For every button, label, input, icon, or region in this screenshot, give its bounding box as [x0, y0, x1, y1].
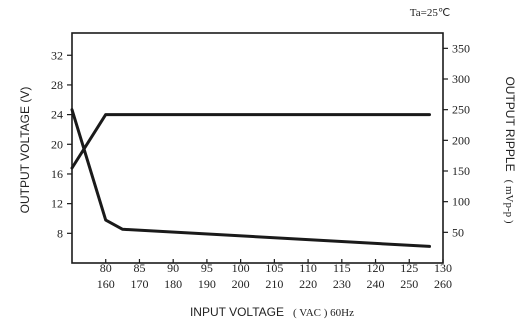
x-tick-label-60hz: 85 [133, 261, 145, 275]
left-axis-title: OUTPUT VOLTAGE (V) [18, 87, 32, 214]
right-tick-label: 350 [452, 41, 470, 55]
right-tick-label: 50 [452, 225, 464, 239]
right-tick-label: 100 [452, 195, 470, 209]
right-axis-title-unit: ( mVp-p ) [503, 180, 515, 224]
plot-frame [71, 32, 444, 264]
x-tick-label-alt: 160 [97, 277, 115, 291]
left-tick-label: 20 [51, 137, 63, 151]
left-tick-label: 12 [51, 197, 63, 211]
x-tick-label-alt: 210 [265, 277, 283, 291]
left-tick-label: 28 [51, 78, 63, 92]
x-tick-label-60hz: 105 [265, 261, 283, 275]
x-tick-label-60hz: 100 [232, 261, 250, 275]
left-tick-label: 8 [57, 226, 63, 240]
right-tick-label: 150 [452, 164, 470, 178]
x-tick-label-alt: 250 [400, 277, 418, 291]
x-tick-label-alt: 200 [232, 277, 250, 291]
x-tick-label-alt: 220 [299, 277, 317, 291]
x-tick-label-alt: 240 [367, 277, 385, 291]
right-axis-ticks: 50 100 150 200 250 300 350 [443, 41, 470, 239]
x-tick-label-60hz: 130 [434, 261, 452, 275]
left-tick-label: 16 [51, 167, 63, 181]
ripple-series-line [70, 108, 431, 248]
series-layer [70, 108, 431, 248]
x-tick-label-60hz: 95 [201, 261, 213, 275]
voltage-series-line [70, 113, 431, 170]
left-tick-label: 32 [51, 48, 63, 62]
left-tick-label: 24 [51, 108, 63, 122]
x-axis-title-main: INPUT VOLTAGE [190, 305, 284, 319]
right-tick-label: 300 [452, 72, 470, 86]
right-axis-title-main: OUTPUT RIPPLE [503, 76, 517, 171]
temperature-note: Ta=25℃ [410, 7, 450, 19]
x-axis-title-unit: ( VAC ) 60Hz [293, 307, 354, 319]
x-tick-label-alt: 230 [333, 277, 351, 291]
right-tick-label: 200 [452, 133, 470, 147]
right-axis-title: OUTPUT RIPPLE ( mVp-p ) [502, 76, 517, 223]
x-tick-label-alt: 180 [164, 277, 182, 291]
left-axis-ticks: 8 12 16 20 24 28 32 [51, 48, 72, 240]
x-tick-label-alt: 260 [434, 277, 452, 291]
x-tick-label-60hz: 125 [400, 261, 418, 275]
x-axis-title: INPUT VOLTAGE ( VAC ) 60Hz [190, 303, 354, 320]
right-tick-label: 250 [452, 103, 470, 117]
x-axis-ticks: 80 160 85 170 90 180 95 190 100 200 105 210 110 220 11… [97, 259, 452, 291]
x-tick-label-60hz: 115 [333, 261, 351, 275]
x-tick-label-60hz: 110 [299, 261, 317, 275]
x-tick-label-60hz: 90 [167, 261, 179, 275]
x-tick-label-60hz: 80 [100, 261, 112, 275]
x-tick-label-60hz: 120 [367, 261, 385, 275]
x-tick-label-alt: 170 [130, 277, 148, 291]
x-tick-label-alt: 190 [198, 277, 216, 291]
